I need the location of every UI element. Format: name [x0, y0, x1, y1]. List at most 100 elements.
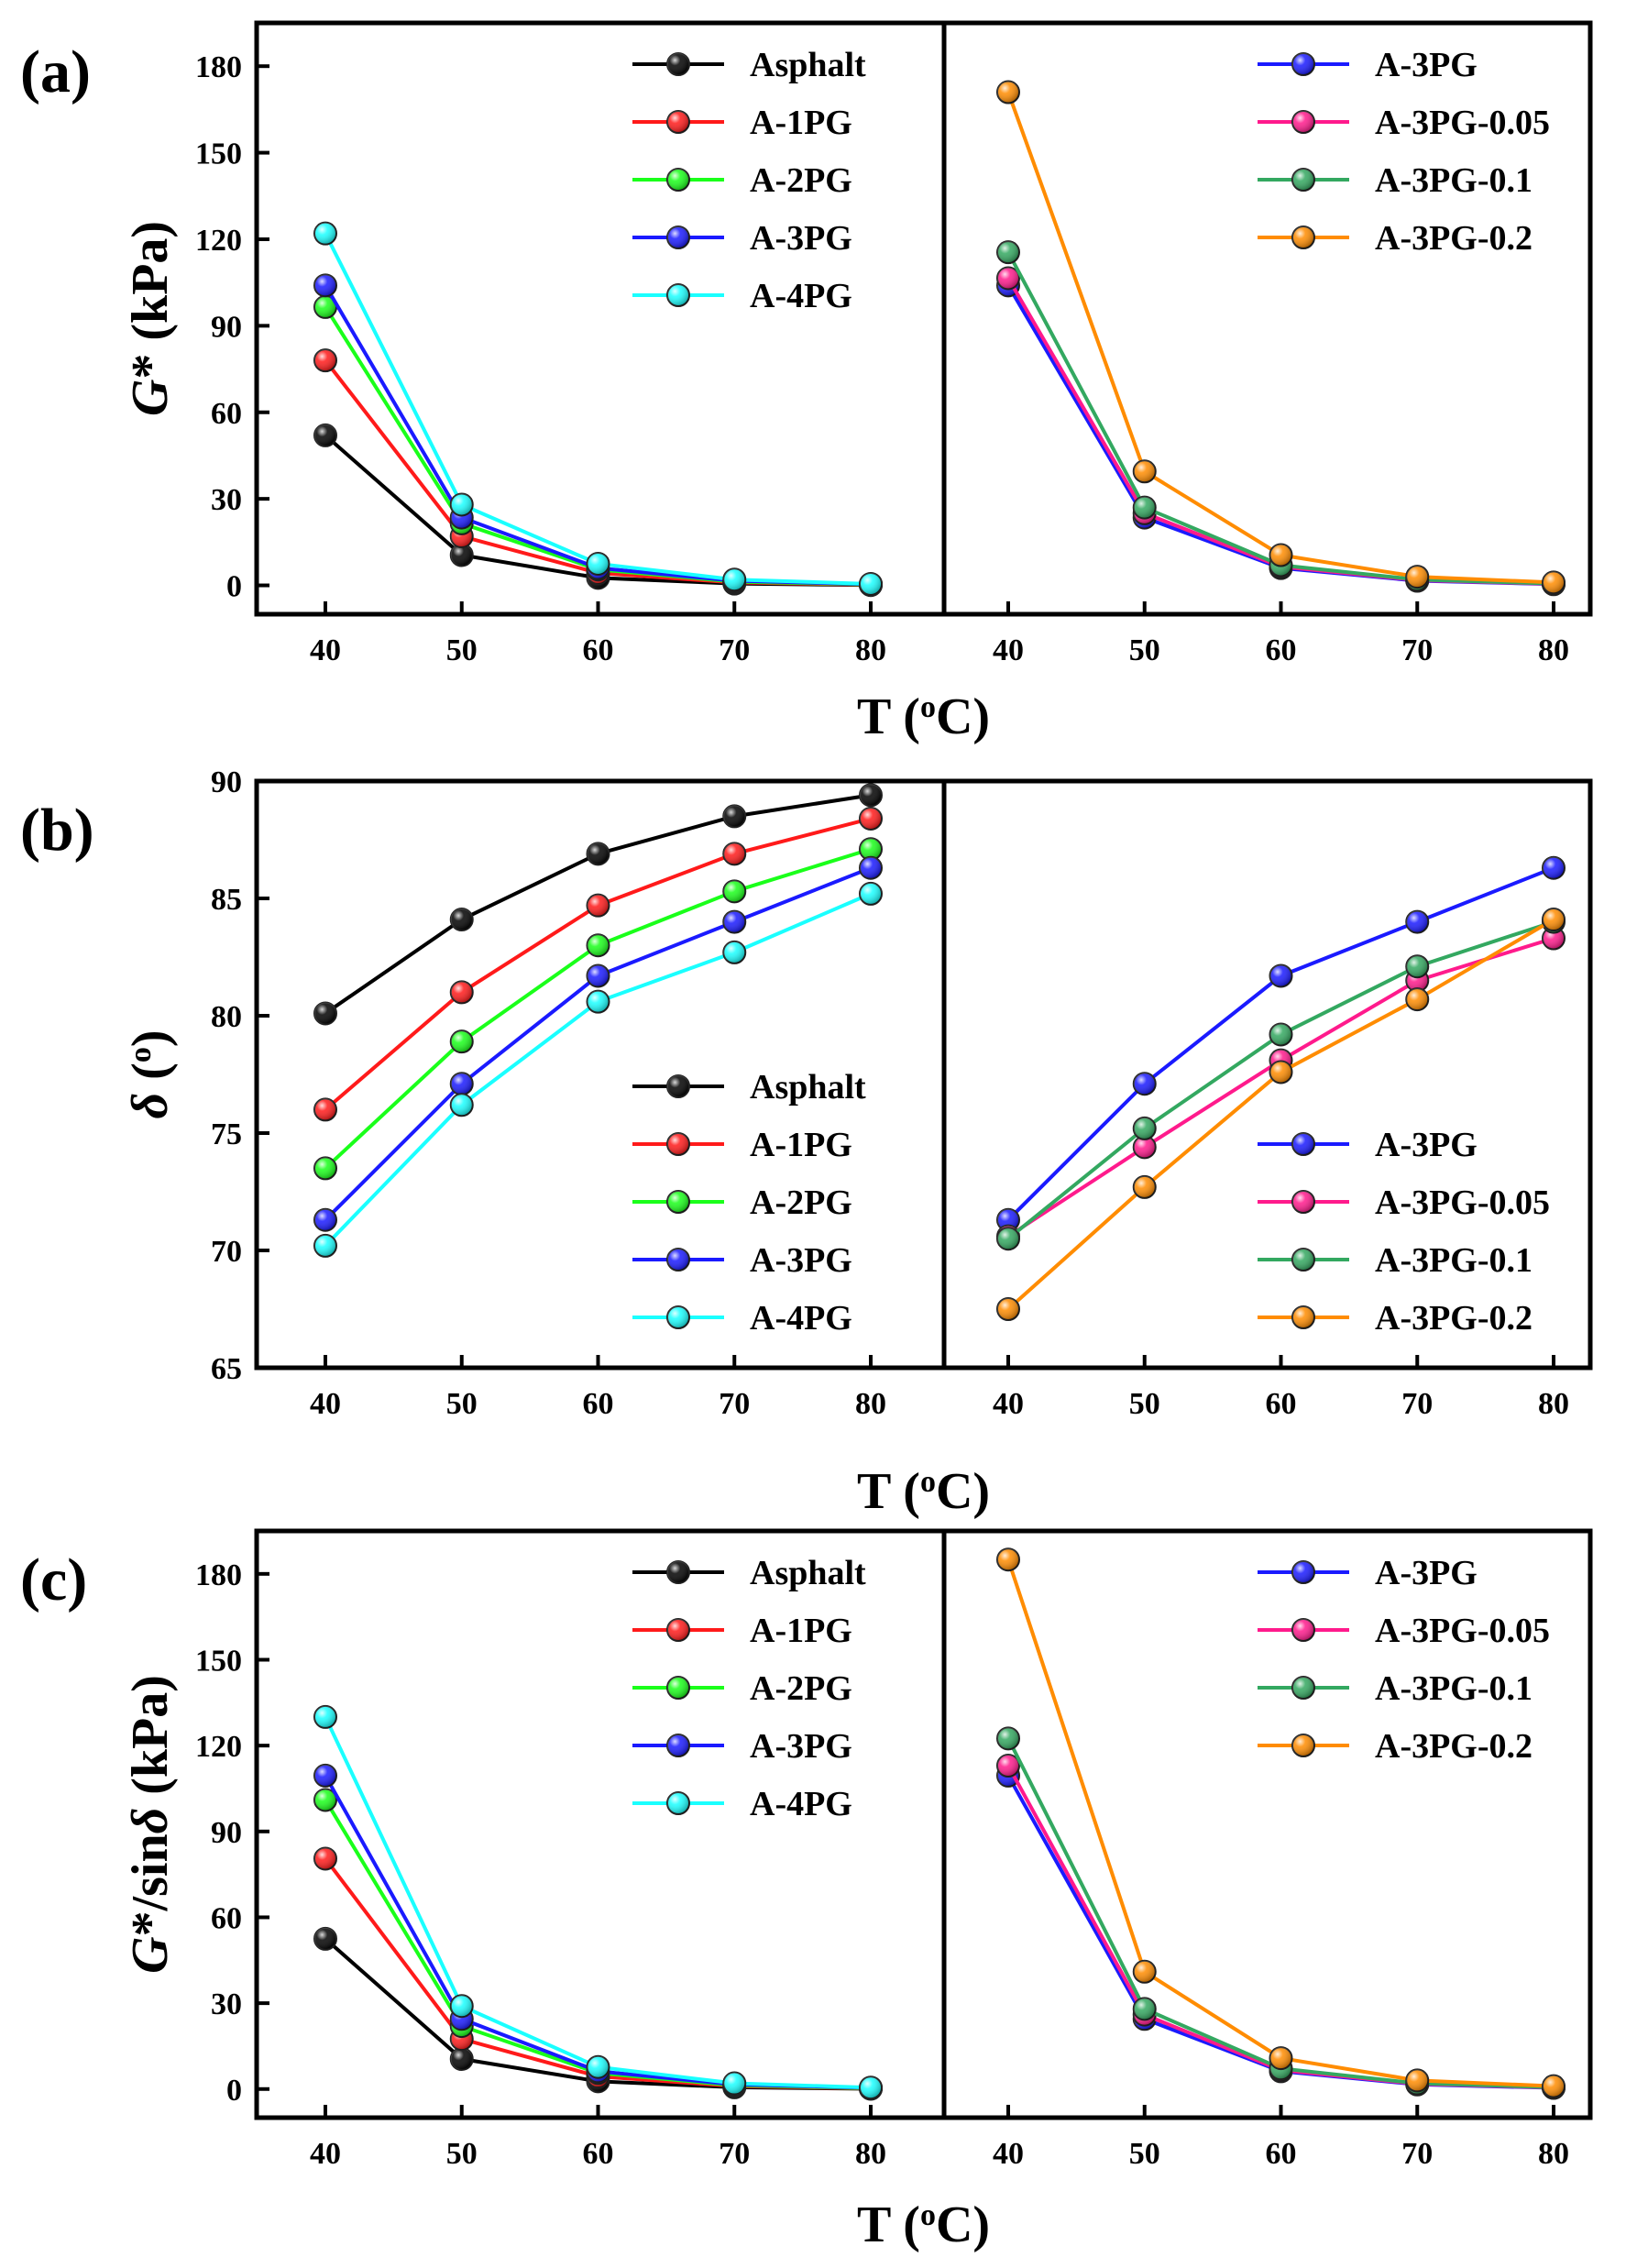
data-point-shine: [723, 910, 746, 933]
panel-label: (b): [20, 797, 94, 864]
x-axis-title: T (oC): [857, 1463, 990, 1520]
data-point-shine: [997, 267, 1019, 290]
data-point-shine: [314, 1927, 336, 1950]
y-tick-label: 80: [211, 1000, 242, 1034]
data-point-shine: [587, 842, 610, 865]
y-title-text: */sin: [122, 1833, 179, 1936]
data-point-shine: [450, 1995, 473, 2018]
y-title-symbol: G: [122, 1936, 179, 1973]
data-point-shine: [1406, 910, 1429, 933]
legend-marker-shine: [667, 53, 689, 75]
series-line-A-3PG: [1006, 284, 1555, 587]
legend-marker-shine: [1292, 111, 1314, 133]
y-title-text: (: [122, 1062, 179, 1093]
y-tick-label: 180: [195, 50, 242, 84]
data-point-shine: [314, 1789, 336, 1811]
data-point-shine: [1133, 1175, 1156, 1198]
data-point-shine: [997, 1298, 1019, 1320]
legend-marker-shine: [1292, 169, 1314, 191]
legend-label: A-3PG: [750, 219, 852, 258]
data-point-shine: [723, 2072, 746, 2095]
data-point-shine: [587, 934, 610, 957]
x-tick-label: 50: [1129, 633, 1160, 667]
legend-marker-shine: [1292, 1677, 1314, 1699]
y-tick-label: 150: [195, 138, 242, 171]
x-tick-label: 50: [1129, 2137, 1160, 2171]
data-point-shine: [997, 1755, 1019, 1777]
legend: Asphalt A-1PG A-2PG A-3PG A-4PG: [632, 1554, 866, 1823]
subplot-left: 40 50 60 70 80 Asphalt A-1PG A-2PG A-3PG A-4PG: [310, 783, 886, 1421]
legend-label: A-3PG-0.05: [1375, 104, 1550, 142]
legend-label: A-2PG: [750, 161, 852, 200]
legend-marker-shine: [1292, 1561, 1314, 1583]
x-tick-label: 40: [993, 633, 1024, 667]
x-title-superscript: o: [920, 1465, 936, 1499]
x-tick-label: 80: [1538, 1387, 1569, 1421]
legend-label: A-2PG: [750, 1669, 852, 1708]
data-point-shine: [1543, 856, 1565, 879]
legend-label: Asphalt: [750, 1068, 866, 1106]
data-point-shine: [1543, 2075, 1565, 2097]
legend-label: A-3PG-0.1: [1375, 161, 1533, 200]
x-tick-label: 60: [1266, 1387, 1297, 1421]
legend-label: A-3PG: [1375, 46, 1478, 84]
data-point-shine: [1133, 1998, 1156, 2020]
data-point-shine: [723, 805, 746, 828]
plot-frame: [254, 1528, 1593, 2120]
y-title-symbol: δ: [122, 1093, 179, 1119]
y-tick-label: 180: [195, 1558, 242, 1592]
x-title-text: C): [936, 1463, 990, 1520]
y-tick-label: 85: [211, 883, 242, 917]
x-tick-label: 40: [310, 633, 341, 667]
x-title-text: C): [936, 2196, 990, 2253]
legend-marker-shine: [1292, 1306, 1314, 1328]
legend-marker-shine: [667, 1561, 689, 1583]
y-axis-title: δ (o): [122, 1030, 179, 1119]
y-axis-title: G*/sinδ (kPa): [122, 1675, 179, 1974]
y-tick-label: 120: [195, 224, 242, 258]
data-point-shine: [450, 2048, 473, 2070]
x-title-superscript: o: [920, 690, 936, 724]
x-tick-label: 70: [719, 633, 750, 667]
x-tick-label: 70: [1401, 633, 1433, 667]
data-point-shine: [1543, 908, 1565, 931]
data-point-shine: [314, 1002, 336, 1025]
data-point-shine: [450, 981, 473, 1004]
data-point-shine: [314, 1764, 336, 1787]
data-point-shine: [1133, 460, 1156, 483]
x-tick-label: 40: [310, 2137, 341, 2171]
legend: A-3PG A-3PG-0.05 A-3PG-0.1 A-3PG-0.2: [1258, 1554, 1550, 1766]
legend: A-3PG A-3PG-0.05 A-3PG-0.1 A-3PG-0.2: [1258, 46, 1550, 258]
legend-label: A-3PG-0.2: [1375, 1299, 1533, 1338]
data-point-shine: [314, 222, 336, 245]
legend-marker-shine: [1292, 226, 1314, 248]
legend-label: Asphalt: [750, 46, 866, 84]
data-point-shine: [587, 894, 610, 917]
data-point-shine: [860, 784, 882, 807]
x-tick-label: 80: [1538, 633, 1569, 667]
y-tick-label: 90: [211, 765, 242, 799]
legend-label: A-3PG-0.1: [1375, 1241, 1533, 1280]
data-point-shine: [1406, 2069, 1429, 2092]
data-point-shine: [1406, 955, 1429, 978]
legend-marker-shine: [1292, 1249, 1314, 1271]
x-tick-label: 80: [855, 2137, 886, 2171]
data-point-shine: [450, 1073, 473, 1095]
legend-marker-shine: [1292, 1191, 1314, 1213]
data-point-shine: [450, 544, 473, 567]
legend-label: A-4PG: [750, 277, 852, 315]
y-title-symbol: δ: [122, 1808, 179, 1834]
series-line-A-2PG: [324, 305, 872, 587]
x-tick-label: 60: [583, 633, 614, 667]
x-title-superscript: o: [920, 2198, 936, 2232]
data-point-shine: [314, 349, 336, 372]
subplot-left: 40 50 60 70 80 Asphalt A-1PG A-2PG A-3PG A-4PG: [310, 1554, 886, 2171]
y-tick-label: 0: [226, 570, 242, 604]
legend-marker-shine: [667, 1133, 689, 1155]
data-point-shine: [587, 964, 610, 987]
y-tick-label: 0: [226, 2074, 242, 2108]
legend-marker-shine: [667, 226, 689, 248]
x-tick-label: 60: [1266, 2137, 1297, 2171]
